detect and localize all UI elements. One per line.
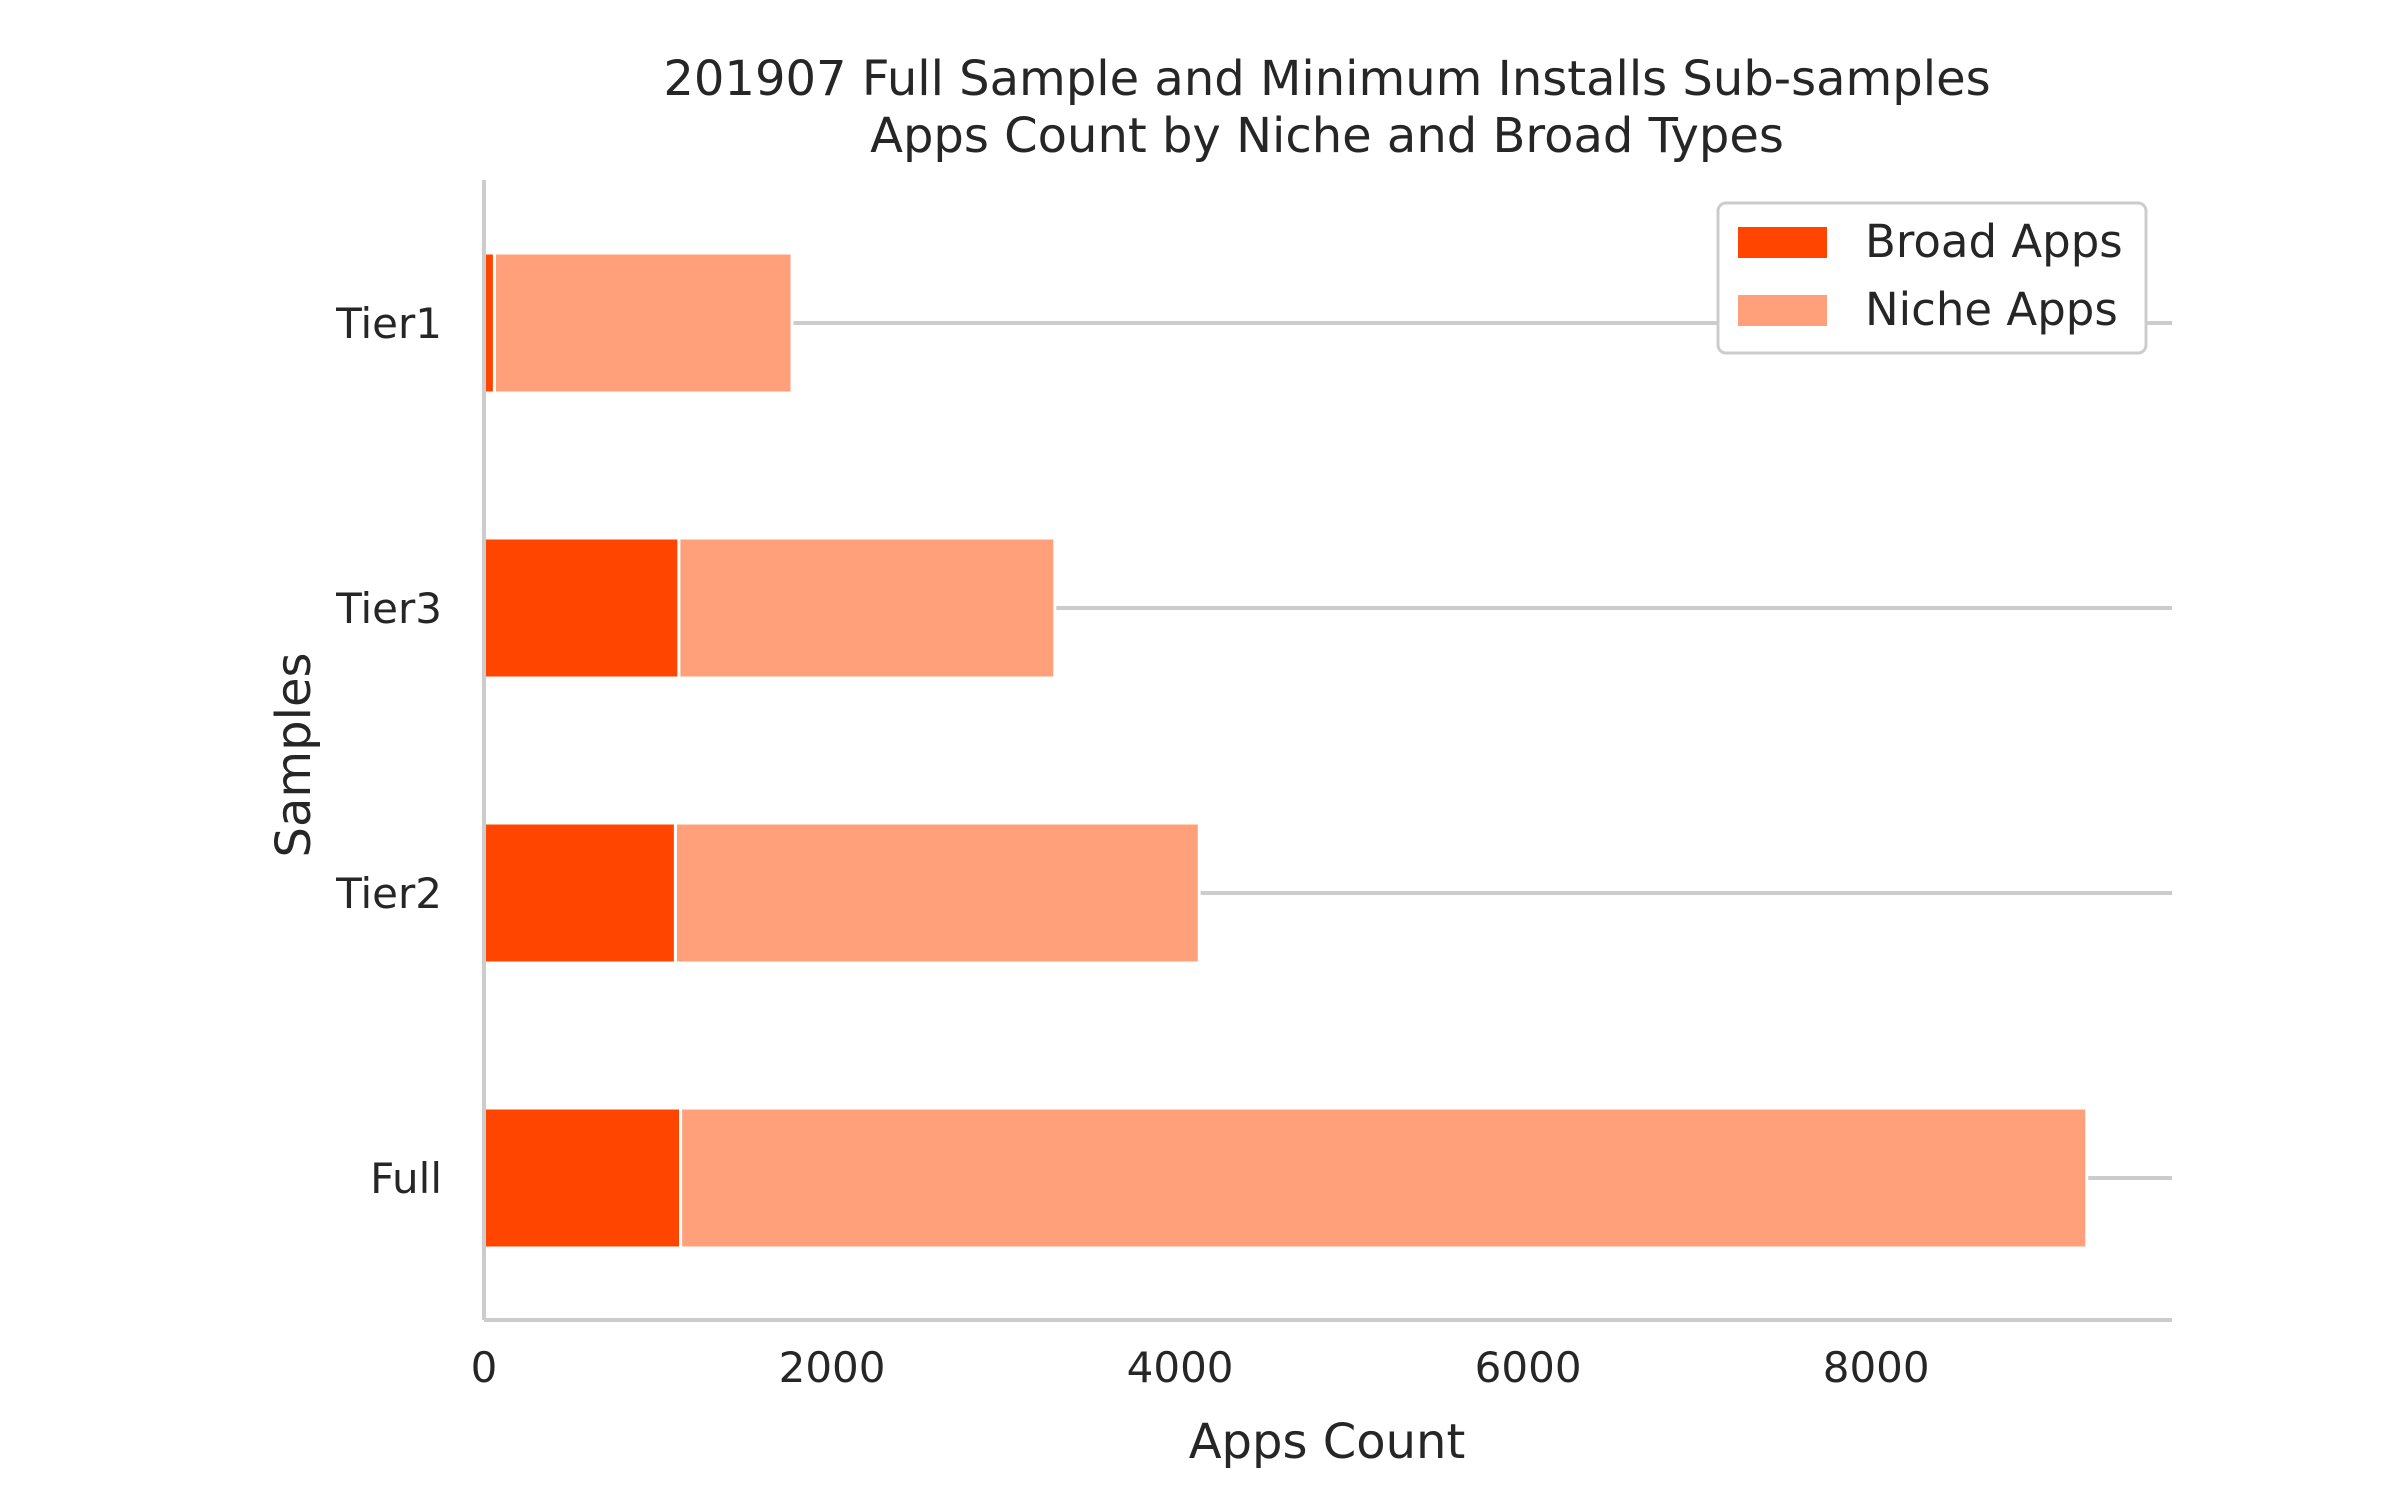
tick-labels: Full Tier2 Tier3 Tier1 0 2000 4000 6000 8000 (335, 299, 1929, 1392)
legend: Broad Apps Niche Apps (1716, 201, 2148, 355)
bar-tier1-niche-apps (492, 251, 794, 395)
x-tick-label-6000: 6000 (1475, 1343, 1582, 1392)
x-tick-label-2000: 2000 (779, 1343, 886, 1392)
y-tick-label-tier2: Tier2 (335, 869, 442, 918)
legend-label-broad-apps: Broad Apps (1865, 215, 2123, 268)
y-tick-label-tier3: Tier3 (335, 584, 442, 633)
bar-tier2-niche-apps (673, 821, 1201, 965)
y-tick-label-full: Full (370, 1154, 442, 1203)
x-tick-label-8000: 8000 (1823, 1343, 1930, 1392)
x-axis-label: Apps Count (1189, 1414, 1466, 1470)
bar-tier3-broad-apps (482, 536, 681, 680)
chart-title-line-2: Apps Count by Niche and Broad Types (870, 108, 1784, 164)
legend-swatch-broad-apps (1738, 227, 1827, 258)
grid-lines (484, 321, 2172, 1180)
x-tick-label-0: 0 (471, 1343, 498, 1392)
y-axis-label: Samples (266, 653, 322, 858)
bar-full-niche-apps (679, 1106, 2089, 1250)
legend-label-niche-apps: Niche Apps (1865, 283, 2118, 336)
y-tick-label-tier1: Tier1 (335, 299, 442, 348)
bar-tier2-broad-apps (482, 821, 677, 965)
legend-swatch-niche-apps (1738, 295, 1827, 326)
bars (482, 251, 2089, 1250)
bar-tier3-niche-apps (677, 536, 1057, 680)
axes (482, 180, 2172, 1322)
chart-title-line-1: 201907 Full Sample and Minimum Installs … (663, 51, 1990, 107)
x-tick-label-4000: 4000 (1127, 1343, 1234, 1392)
bar-full-broad-apps (482, 1106, 683, 1250)
